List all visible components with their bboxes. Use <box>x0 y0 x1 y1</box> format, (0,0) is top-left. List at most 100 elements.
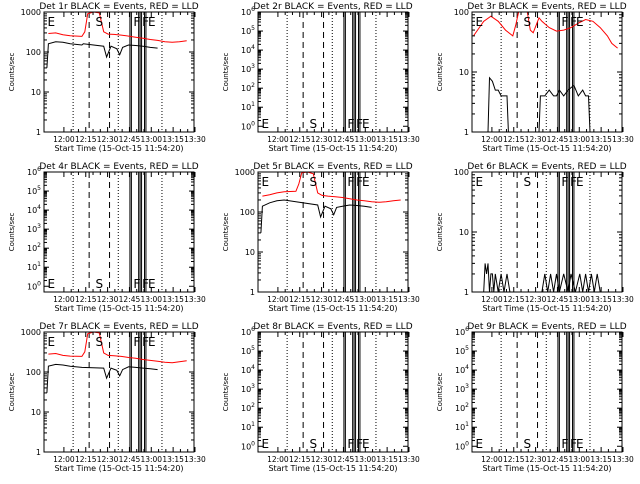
event-marker-e: E <box>47 277 55 291</box>
x-tick-label: 12:45 <box>333 135 355 144</box>
y-tick-label: 1 <box>464 288 469 297</box>
event-marker-f: F <box>142 335 149 349</box>
event-marker-f: F <box>347 437 354 451</box>
y-tick-label: 106 <box>27 166 41 177</box>
y-tick-label: 1 <box>250 288 255 297</box>
panel-frame <box>43 331 195 453</box>
event-marker-f: F <box>356 437 363 451</box>
x-tick-label: 12:45 <box>547 295 569 304</box>
x-tick-label: 13:30 <box>612 135 634 144</box>
y-tick-label: 102 <box>241 402 255 413</box>
x-axis-label: Start Time (15-Oct-15 11:54:20) <box>54 464 183 473</box>
event-marker-s: S <box>96 335 104 349</box>
lld-series-line <box>48 12 187 43</box>
event-marker-s: S <box>310 437 318 451</box>
y-tick-label: 10 <box>459 68 469 77</box>
x-tick-label: 13:15 <box>162 295 184 304</box>
x-tick-label: 12:30 <box>97 295 119 304</box>
event-marker-f: F <box>142 277 149 291</box>
y-tick-label: 104 <box>241 364 255 375</box>
x-tick-label: 13:30 <box>612 455 634 464</box>
panel-plot-area: E S F FE <box>261 12 377 132</box>
x-tick-label: 12:15 <box>289 295 311 304</box>
x-tick-label: 12:15 <box>503 295 525 304</box>
x-tick-label: 13:15 <box>376 455 398 464</box>
x-tick-label: 12:30 <box>97 455 119 464</box>
x-tick-label: 13:30 <box>398 295 420 304</box>
y-tick-label: 100 <box>27 280 41 291</box>
y-axis-label: Counts/sec <box>222 53 230 92</box>
event-marker-s: S <box>524 15 532 29</box>
panel-title: Det 4r BLACK = Events, RED = LLD <box>39 162 198 172</box>
y-tick-label: 100 <box>241 120 255 131</box>
event-marker-s: S <box>310 175 318 189</box>
x-tick-label: 12:30 <box>97 135 119 144</box>
x-tick-label: 13:00 <box>354 295 376 304</box>
x-tick-label: 12:00 <box>267 295 289 304</box>
x-axis-label: Start Time (15-Oct-15 11:54:20) <box>268 464 397 473</box>
y-tick-label: 105 <box>241 345 255 356</box>
y-tick-label: 1 <box>464 128 469 137</box>
events-series-line <box>46 363 158 393</box>
event-marker-e: E <box>148 335 156 349</box>
event-marker-e: E <box>475 15 483 29</box>
x-tick-label: 12:30 <box>311 135 333 144</box>
x-tick-label: 12:00 <box>481 455 503 464</box>
y-tick-label: 101 <box>241 421 255 432</box>
event-marker-e: E <box>475 175 483 189</box>
x-tick-label: 12:00 <box>53 455 75 464</box>
event-marker-e: E <box>148 277 156 291</box>
event-marker-f: F <box>356 175 363 189</box>
y-tick-label: 106 <box>241 6 255 17</box>
panel-title: Det 3r BLACK = Events, RED = LLD <box>467 2 626 12</box>
event-marker-e: E <box>261 175 269 189</box>
panel-title: Det 2r BLACK = Events, RED = LLD <box>253 2 412 12</box>
x-tick-label: 13:00 <box>568 135 590 144</box>
y-tick-label: 10 <box>245 248 255 257</box>
panel-frame <box>471 11 623 133</box>
x-tick-label: 12:00 <box>53 295 75 304</box>
panel-title: Det 1r BLACK = Events, RED = LLD <box>39 2 198 12</box>
panel-title: Det 8r BLACK = Events, RED = LLD <box>253 322 412 332</box>
x-tick-label: 12:45 <box>119 455 141 464</box>
x-tick-label: 13:00 <box>354 455 376 464</box>
panel-plot-area: E S F FE <box>261 332 377 452</box>
x-tick-label: 12:00 <box>53 135 75 144</box>
x-axis-label: Start Time (15-Oct-15 11:54:20) <box>482 304 611 313</box>
event-marker-e: E <box>148 15 156 29</box>
events-series-line <box>46 41 158 68</box>
event-marker-f: F <box>561 175 568 189</box>
x-tick-label: 12:45 <box>547 135 569 144</box>
event-marker-f: F <box>570 15 577 29</box>
x-tick-label: 12:30 <box>525 295 547 304</box>
event-marker-e: E <box>576 175 584 189</box>
x-tick-label: 12:15 <box>75 295 97 304</box>
event-marker-e: E <box>47 335 55 349</box>
event-marker-e: E <box>362 437 370 451</box>
x-tick-label: 13:30 <box>398 455 420 464</box>
x-tick-label: 13:00 <box>568 455 590 464</box>
y-tick-label: 104 <box>455 364 469 375</box>
y-axis-label: Counts/sec <box>8 53 16 92</box>
x-tick-label: 12:00 <box>481 295 503 304</box>
panel-frame <box>43 11 195 133</box>
panel-frame <box>43 171 195 293</box>
y-tick-label: 102 <box>455 402 469 413</box>
x-tick-label: 13:15 <box>376 135 398 144</box>
panel-frame <box>257 11 409 133</box>
event-marker-e: E <box>362 175 370 189</box>
x-tick-label: 13:15 <box>590 135 612 144</box>
panel-title: Det 7r BLACK = Events, RED = LLD <box>39 322 198 332</box>
y-tick-label: 1 <box>36 128 41 137</box>
panel-frame <box>257 171 409 293</box>
x-tick-label: 13:30 <box>184 295 206 304</box>
y-tick-label: 10 <box>31 88 41 97</box>
lld-series-line <box>262 172 401 203</box>
panel-title: Det 6r BLACK = Events, RED = LLD <box>467 162 626 172</box>
